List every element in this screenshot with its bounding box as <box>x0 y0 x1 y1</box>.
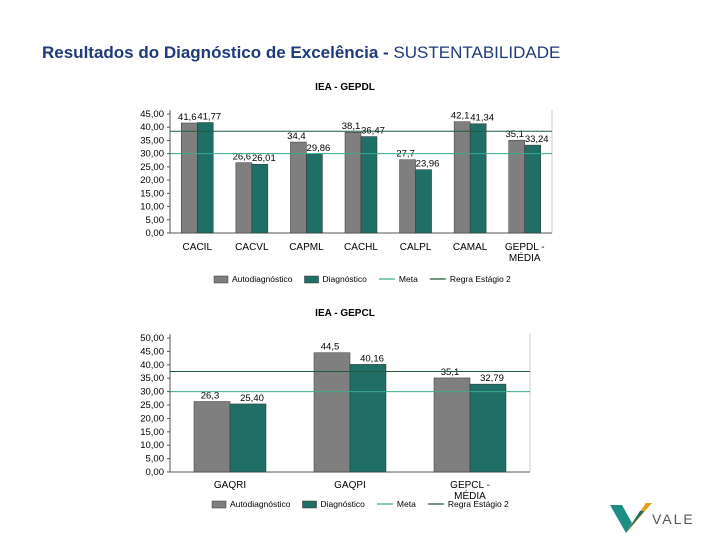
chart1-x-tick-label: CAMAL <box>453 242 488 253</box>
chart1-y-tick-label: 40,00 <box>140 122 164 133</box>
chart2-y-tick-label: 25,00 <box>140 400 164 411</box>
chart2-x-tick-label: GAQPI <box>334 480 366 491</box>
chart2-bar-diagnostico <box>349 364 387 473</box>
chart1-bar-diagnostico <box>469 123 487 234</box>
chart2-y-tick-label: 0,00 <box>146 467 165 478</box>
chart2-y-tick-label: 50,00 <box>140 333 164 344</box>
chart1-title: IEA - GEPDL <box>315 82 375 93</box>
chart2-legend-swatch <box>211 500 227 509</box>
chart2-bar-diagnostico <box>469 383 507 473</box>
chart2-legend-label: Diagnóstico <box>321 499 366 509</box>
vale-logo-icon <box>610 503 652 533</box>
page-title: Resultados do Diagnóstico de Excelência … <box>42 43 560 63</box>
chart1-x-tick-label: CAPML <box>289 242 324 253</box>
chart1-legend-label: Regra Estágio 2 <box>450 274 511 284</box>
chart1-x-tick-label: CALPL <box>400 242 432 253</box>
chart1-x-tick-label: CACIL <box>183 242 213 253</box>
chart1-x-tick-label-line2: MÉDIA <box>509 251 541 264</box>
chart1-data-label: 42,1 <box>451 111 470 122</box>
vale-logo-text: VALE <box>652 511 695 527</box>
chart1-data-label: 38,1 <box>342 121 361 132</box>
chart1-legend-label: Autodiagnóstico <box>232 274 293 284</box>
chart1-y-tick-label: 10,00 <box>140 202 164 213</box>
chart1-data-label: 34,4 <box>287 131 306 142</box>
chart2-x-tick-label-line2: MÉDIA <box>454 489 486 502</box>
chart1-bar-autodiagnostico <box>399 159 416 234</box>
chart2-bar-autodiagnostico <box>193 401 231 473</box>
chart2-y-tick-label: 5,00 <box>146 454 165 465</box>
chart2-y-tick-label: 45,00 <box>140 346 164 357</box>
chart1-bar-diagnostico <box>360 136 378 234</box>
chart1-data-label: 41,6 <box>178 112 197 123</box>
chart2-y-tick-label: 40,00 <box>140 360 164 371</box>
chart2-y-tick-label: 10,00 <box>140 440 164 451</box>
chart2-x-tick-label: GEPCL - <box>450 480 490 491</box>
chart1-data-label: 23,96 <box>416 159 440 170</box>
chart2-y-tick-label: 15,00 <box>140 427 164 438</box>
chart1-bar-autodiagnostico <box>290 141 307 234</box>
chart2-legend-swatch <box>302 500 317 509</box>
chart1-bar-diagnostico <box>197 122 214 234</box>
chart2-bar-diagnostico <box>229 403 267 473</box>
chart1-y-tick-label: 20,00 <box>140 175 164 186</box>
chart2-y-tick-label: 20,00 <box>140 413 164 424</box>
chart1-data-label: 35,1 <box>505 129 524 140</box>
vale-logo: VALE <box>606 497 706 537</box>
chart1-bar-autodiagnostico <box>235 162 253 234</box>
chart2-data-label: 35,1 <box>441 367 460 378</box>
chart1-y-tick-label: 25,00 <box>140 162 164 173</box>
chart2-data-label: 44,5 <box>321 342 340 353</box>
chart1-bar-autodiagnostico <box>344 131 362 234</box>
chart2-data-label: 25,40 <box>240 393 264 404</box>
chart1-bar-autodiagnostico <box>453 121 471 234</box>
page-title-rest: SUSTENTABILIDADE <box>393 43 561 62</box>
chart1-data-label: 41,77 <box>197 112 221 123</box>
chart1-bar-diagnostico <box>524 144 541 234</box>
chart2-x-tick-label: GAQRI <box>214 480 246 491</box>
chart1-data-label: 26,6 <box>233 152 252 163</box>
chart1-data-label: 29,86 <box>307 143 331 154</box>
chart1-y-tick-label: 0,00 <box>146 228 165 239</box>
chart1-legend-swatch <box>213 275 229 284</box>
chart1-bar-diagnostico <box>251 163 269 234</box>
chart1-legend-label: Meta <box>399 274 418 284</box>
chart1-y-tick-label: 5,00 <box>146 215 165 226</box>
chart1-legend-swatch <box>304 275 319 284</box>
chart2-data-label: 26,3 <box>201 391 220 402</box>
chart1-y-tick-label: 30,00 <box>140 149 164 160</box>
chart1-data-label: 41,34 <box>470 113 494 124</box>
chart1-bar-diagnostico <box>415 169 432 234</box>
chart1-y-tick-label: 45,00 <box>140 109 164 120</box>
chart1-data-label: 26,01 <box>252 153 276 164</box>
chart2-y-tick-label: 35,00 <box>140 373 164 384</box>
chart1-x-tick-label: CACVL <box>235 242 269 253</box>
chart1-bar-diagnostico <box>306 153 323 234</box>
chart2-data-label: 40,16 <box>360 353 384 364</box>
chart2-bar-autodiagnostico <box>313 352 351 473</box>
chart1-x-tick-label: GEPDL - <box>505 242 545 253</box>
chart2-title: IEA - GEPCL <box>315 308 375 319</box>
chart2-legend-label: Meta <box>397 499 416 509</box>
chart1-y-tick-label: 15,00 <box>140 188 164 199</box>
chart1-legend-label: Diagnóstico <box>323 274 368 284</box>
chart1-x-tick-label: CACHL <box>344 242 378 253</box>
chart2-legend-label: Autodiagnóstico <box>230 499 291 509</box>
chart1-data-label: 27,7 <box>396 149 415 160</box>
chart1-bar-autodiagnostico <box>181 122 198 234</box>
page-title-bold: Resultados do Diagnóstico de Excelência … <box>42 43 394 62</box>
chart2-data-label: 32,79 <box>480 373 504 384</box>
chart2-y-tick-label: 30,00 <box>140 387 164 398</box>
chart2-legend-label: Regra Estágio 2 <box>448 499 509 509</box>
chart2-bar-autodiagnostico <box>433 377 471 473</box>
chart1-y-tick-label: 35,00 <box>140 135 164 146</box>
chart1-data-label: 33,24 <box>525 134 549 145</box>
